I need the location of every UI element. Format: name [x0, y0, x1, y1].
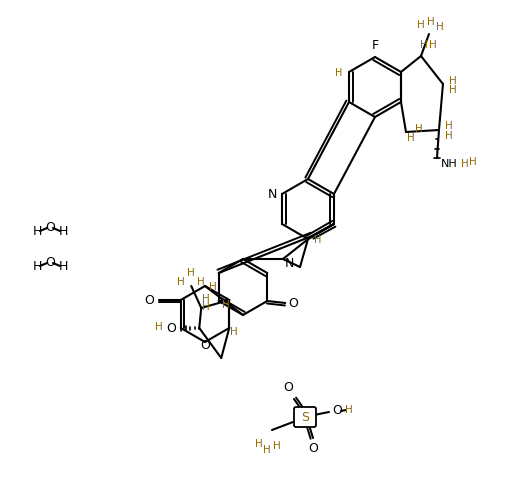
Text: H: H — [444, 121, 452, 131]
Text: H: H — [58, 225, 68, 238]
Text: H: H — [202, 302, 210, 311]
Text: H: H — [32, 225, 42, 238]
Text: O: O — [282, 381, 292, 394]
Text: N: N — [284, 257, 294, 270]
Text: H: H — [58, 260, 68, 273]
Text: O: O — [45, 256, 55, 269]
Text: H: H — [428, 40, 436, 50]
Text: O: O — [144, 294, 153, 307]
Text: H: H — [32, 260, 42, 273]
Text: H: H — [448, 85, 456, 95]
Text: H: H — [273, 440, 280, 450]
Text: H: H — [263, 444, 270, 454]
Text: F: F — [371, 40, 378, 52]
Text: H: H — [222, 299, 230, 309]
Text: H: H — [426, 17, 434, 27]
Text: O: O — [307, 442, 317, 454]
Text: H: H — [335, 68, 342, 78]
Text: H: H — [419, 40, 427, 50]
Text: H: H — [406, 133, 414, 142]
Text: H: H — [155, 321, 163, 331]
Text: H: H — [468, 157, 476, 167]
Text: H: H — [254, 438, 262, 448]
Text: O: O — [200, 339, 210, 352]
Text: S: S — [300, 411, 308, 424]
Text: H: H — [416, 20, 424, 30]
FancyBboxPatch shape — [293, 407, 316, 427]
Text: H: H — [435, 22, 443, 32]
Text: H: H — [177, 276, 185, 286]
Text: H: H — [202, 293, 210, 304]
Text: H: H — [444, 131, 452, 141]
Text: H: H — [345, 404, 352, 414]
Text: H: H — [460, 159, 468, 169]
Text: H: H — [414, 124, 422, 134]
Text: H: H — [197, 276, 205, 286]
Text: H: H — [314, 235, 321, 244]
Text: O: O — [331, 404, 341, 417]
Text: NH: NH — [440, 159, 457, 169]
Text: O: O — [45, 221, 55, 234]
Text: H: H — [448, 76, 456, 86]
Text: N: N — [267, 188, 276, 201]
Text: H: H — [230, 326, 238, 336]
Text: O: O — [166, 322, 176, 335]
Text: H: H — [187, 267, 195, 278]
Text: H: H — [209, 282, 216, 291]
Text: O: O — [288, 297, 298, 310]
